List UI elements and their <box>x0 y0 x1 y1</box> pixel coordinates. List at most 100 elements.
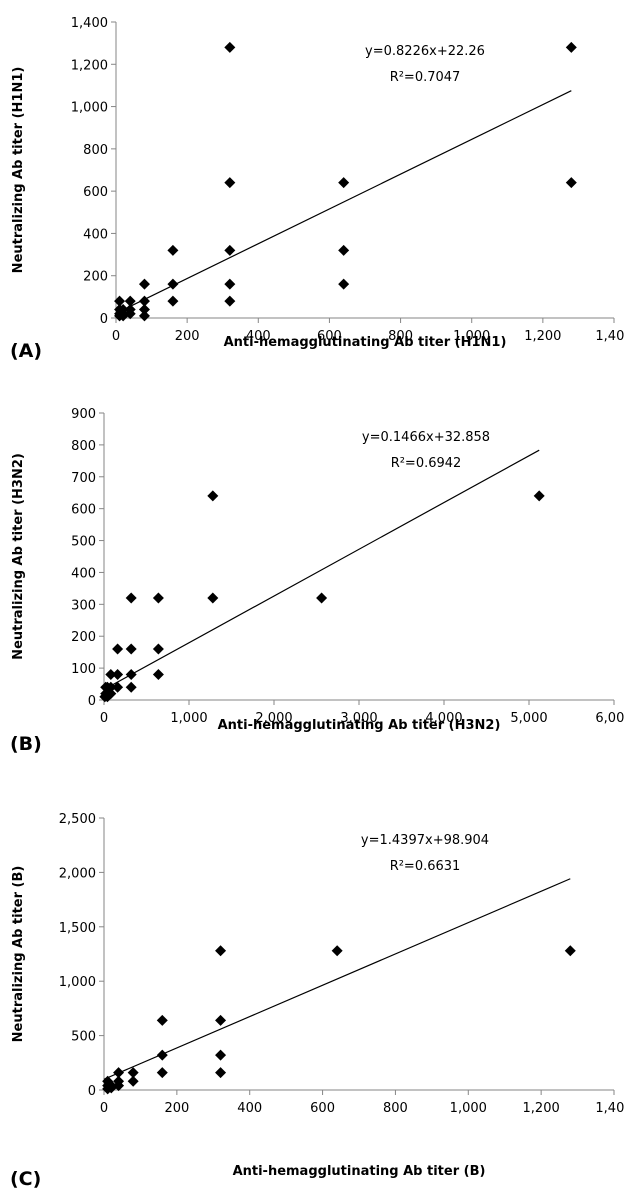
y-axis-title: Neutralizing Ab titer (H3N2) <box>11 453 26 660</box>
data-point <box>105 688 117 700</box>
data-point <box>338 177 350 189</box>
chart-panel: 0 100 200 300 400 500 600 700 800 900 0 1,000 2,000 3… <box>10 407 624 755</box>
y-tick-label: 400 <box>71 566 96 581</box>
data-point <box>124 304 136 316</box>
y-tick-label: 2,500 <box>59 812 96 827</box>
x-axis-title: Anti-hemagglutinating Ab titer (B) <box>233 1164 486 1179</box>
data-point <box>533 490 545 502</box>
panel-label: (C) <box>10 1168 41 1188</box>
y-tick-label: 800 <box>71 439 96 454</box>
y-tick-label: 0 <box>88 1084 96 1099</box>
panel-label: (A) <box>10 340 42 362</box>
x-tick-label: 4,000 <box>425 711 462 726</box>
y-tick-label: 500 <box>71 535 96 550</box>
data-point <box>156 1049 168 1061</box>
x-tick-label: 600 <box>317 329 342 344</box>
trendline <box>115 90 572 314</box>
data-point <box>565 41 577 53</box>
x-tick-label: 1,400 <box>595 329 624 344</box>
x-tick-label: 1,400 <box>595 1101 624 1116</box>
data-point <box>215 945 227 957</box>
x-tick-label: 800 <box>388 329 413 344</box>
y-tick-label: 200 <box>83 270 108 285</box>
y-tick-label: 1,000 <box>71 101 108 116</box>
data-point <box>156 1014 168 1026</box>
data-point <box>112 681 124 693</box>
trendline-equation: y=1.4397x+98.904 <box>361 833 489 848</box>
panel-label: (B) <box>10 733 42 755</box>
x-tick-label: 1,200 <box>523 1101 560 1116</box>
x-tick-label: 200 <box>175 329 200 344</box>
data-point <box>207 592 219 604</box>
data-point <box>215 1067 227 1079</box>
x-tick-label: 1,000 <box>450 1101 487 1116</box>
data-point <box>127 1067 139 1079</box>
y-tick-label: 900 <box>71 407 96 422</box>
y-tick-label: 500 <box>71 1030 96 1045</box>
data-point <box>125 681 137 693</box>
data-point <box>125 592 137 604</box>
x-tick-label: 1,000 <box>170 711 207 726</box>
data-point <box>138 295 150 307</box>
data-point <box>112 643 124 655</box>
data-point <box>124 295 136 307</box>
y-tick-label: 1,000 <box>59 975 96 990</box>
data-point <box>224 278 236 290</box>
y-tick-label: 0 <box>88 694 96 709</box>
data-point <box>224 244 236 256</box>
data-point <box>338 278 350 290</box>
data-point <box>152 592 164 604</box>
y-tick-label: 1,200 <box>71 58 108 73</box>
data-point <box>125 643 137 655</box>
data-point <box>167 244 179 256</box>
y-tick-label: 300 <box>71 598 96 613</box>
trendline-equation: y=0.1466x+32.858 <box>362 430 490 445</box>
x-tick-label: 200 <box>164 1101 189 1116</box>
y-tick-label: 600 <box>83 185 108 200</box>
data-point <box>224 295 236 307</box>
data-point <box>113 1075 125 1087</box>
y-tick-label: 800 <box>83 143 108 158</box>
data-point <box>167 278 179 290</box>
data-point <box>215 1014 227 1026</box>
data-point <box>125 668 137 680</box>
x-tick-label: 400 <box>246 329 271 344</box>
y-tick-label: 200 <box>71 630 96 645</box>
data-point <box>565 177 577 189</box>
data-point <box>105 668 117 680</box>
chart-panel: 0 500 1,000 1,500 2,000 2,500 0 200 400 600 800 1,0… <box>10 812 624 1188</box>
r-squared-label: R²=0.6631 <box>390 859 461 874</box>
x-tick-label: 800 <box>383 1101 408 1116</box>
y-tick-label: 1,500 <box>59 921 96 936</box>
data-point <box>156 1067 168 1079</box>
x-tick-label: 5,000 <box>510 711 547 726</box>
data-point <box>207 490 219 502</box>
x-axis-title: Anti-hemagglutinating Ab titer (H1N1) <box>224 335 507 350</box>
y-axis-title: Neutralizing Ab titer (B) <box>11 866 26 1043</box>
y-tick-label: 700 <box>71 471 96 486</box>
data-point <box>316 592 328 604</box>
y-tick-label: 1,400 <box>71 16 108 31</box>
data-point <box>114 295 126 307</box>
data-point <box>105 1080 117 1092</box>
data-point <box>127 1075 139 1087</box>
r-squared-label: R²=0.6942 <box>391 456 462 471</box>
x-axis-title: Anti-hemagglutinating Ab titer (H3N2) <box>218 718 501 733</box>
x-tick-label: 3,000 <box>340 711 377 726</box>
y-tick-label: 100 <box>71 662 96 677</box>
data-point <box>564 945 576 957</box>
y-tick-label: 0 <box>100 312 108 327</box>
data-point <box>215 1049 227 1061</box>
data-point <box>138 304 150 316</box>
x-tick-label: 0 <box>100 1101 108 1116</box>
data-point <box>331 945 343 957</box>
data-point <box>117 304 129 316</box>
x-tick-label: 600 <box>310 1101 335 1116</box>
trendline <box>103 449 540 691</box>
data-point <box>152 643 164 655</box>
x-tick-label: 0 <box>100 711 108 726</box>
data-point <box>224 41 236 53</box>
x-tick-label: 6,000 <box>595 711 624 726</box>
data-point <box>152 668 164 680</box>
